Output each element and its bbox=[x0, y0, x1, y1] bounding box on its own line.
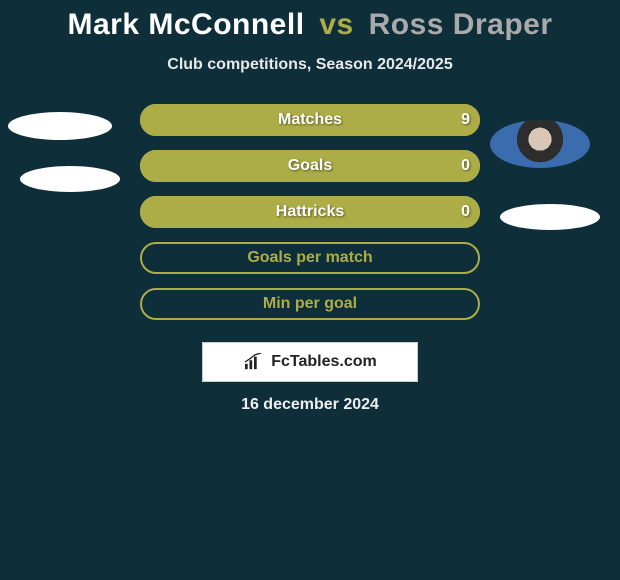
bar-value: 0 bbox=[461, 157, 470, 175]
stat-bars: Matches 9 Goals 0 Hattricks 0 Goals per … bbox=[140, 104, 480, 320]
player2-avatar-2 bbox=[500, 204, 600, 230]
player2-avatar-1 bbox=[490, 120, 590, 168]
bar-value: 0 bbox=[461, 203, 470, 221]
player2-name: Ross Draper bbox=[369, 8, 553, 41]
bar-label: Hattricks bbox=[276, 203, 344, 221]
bar-goals-per-match: Goals per match bbox=[140, 242, 480, 274]
bar-goals: Goals 0 bbox=[140, 150, 480, 182]
date-text: 16 december 2024 bbox=[0, 396, 620, 414]
player1-avatar-1 bbox=[8, 112, 112, 140]
bar-label: Min per goal bbox=[263, 295, 357, 313]
bar-label: Goals per match bbox=[247, 249, 372, 267]
vs-text: vs bbox=[319, 8, 353, 41]
logo-box: FcTables.com bbox=[202, 342, 418, 382]
bar-hattricks: Hattricks 0 bbox=[140, 196, 480, 228]
subtitle: Club competitions, Season 2024/2025 bbox=[0, 56, 620, 74]
bar-value: 9 bbox=[461, 111, 470, 129]
chart-icon bbox=[243, 353, 265, 371]
bar-label: Goals bbox=[288, 157, 332, 175]
comparison-area: Matches 9 Goals 0 Hattricks 0 Goals per … bbox=[0, 104, 620, 414]
player1-name: Mark McConnell bbox=[67, 8, 304, 41]
bar-label: Matches bbox=[278, 111, 342, 129]
logo-text: FcTables.com bbox=[271, 353, 377, 371]
bar-matches: Matches 9 bbox=[140, 104, 480, 136]
player1-avatar-2 bbox=[20, 166, 120, 192]
page-title: Mark McConnell vs Ross Draper bbox=[0, 8, 620, 42]
bar-min-per-goal: Min per goal bbox=[140, 288, 480, 320]
